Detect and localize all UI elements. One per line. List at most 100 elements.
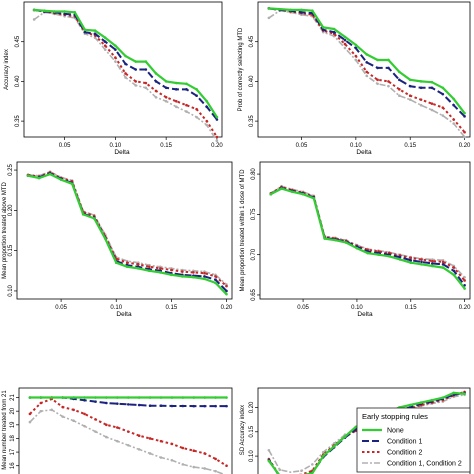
y-tick-label: 19 — [10, 421, 16, 428]
data-point-condition-1-condition-2 — [148, 452, 152, 455]
data-point-condition-2 — [215, 135, 219, 139]
data-point-condition-1-condition-2 — [205, 123, 209, 127]
data-point-none — [136, 267, 140, 270]
data-point-condition-1 — [463, 115, 466, 118]
data-point-none — [312, 196, 316, 200]
data-point-none — [170, 273, 173, 277]
y-tick-label: 0.10 — [8, 284, 14, 296]
data-point-none — [398, 70, 401, 74]
plot-frame — [23, 1, 223, 138]
data-point-condition-2 — [159, 267, 162, 270]
data-point-none — [291, 190, 294, 194]
legend-label-none: None — [387, 428, 404, 435]
data-point-condition-1-condition-2 — [94, 430, 97, 433]
data-point-none — [355, 246, 359, 250]
data-point-condition-1-condition-2 — [214, 469, 217, 473]
legend-label-condition-1-condition-2: Condition 1, Condition 2 — [387, 461, 462, 468]
data-point-none — [267, 459, 271, 463]
data-point-condition-2 — [463, 279, 466, 282]
data-point-condition-1 — [181, 404, 185, 408]
data-point-condition-1 — [114, 48, 117, 51]
x-tick-label: 0.10 — [351, 305, 363, 311]
series-line-condition-2 — [27, 171, 228, 287]
y-axis-label: Accuracy index — [4, 49, 10, 90]
data-point-condition-1-condition-2 — [50, 408, 54, 412]
data-point-none — [126, 396, 130, 399]
data-point-none — [192, 396, 196, 399]
data-point-condition-1 — [441, 263, 445, 266]
data-point-condition-1-condition-2 — [332, 442, 336, 445]
x-axis-label: Delta — [114, 149, 130, 156]
data-point-condition-2 — [205, 119, 209, 123]
data-point-none — [93, 29, 97, 32]
data-point-none — [159, 271, 162, 274]
data-point-none — [377, 253, 380, 256]
data-point-none — [441, 396, 445, 400]
data-point-condition-1 — [408, 84, 412, 88]
data-point-condition-2 — [154, 89, 158, 93]
y-tick-label: 0.20 — [8, 204, 14, 216]
legend-label-condition-1: Condition 1 — [387, 439, 423, 446]
data-point-condition-1 — [430, 86, 434, 90]
data-point-condition-1 — [376, 66, 379, 70]
data-point-condition-1 — [137, 403, 141, 407]
data-point-none — [280, 187, 283, 190]
data-point-condition-1 — [124, 62, 127, 66]
y-tick-label: 0.80 — [251, 168, 257, 180]
data-point-condition-1 — [175, 88, 178, 91]
legend-label-condition-2: Condition 2 — [387, 450, 423, 457]
data-point-condition-1-condition-2 — [114, 60, 117, 63]
data-point-none — [278, 7, 282, 11]
data-point-condition-1-condition-2 — [311, 463, 314, 466]
data-point-condition-2 — [225, 464, 228, 468]
panel-middle-left: 0.05 0.10 0.15 0.20 0.10 0.15 0.20 0.25 Delta Mea… — [2, 161, 233, 318]
data-point-condition-1-condition-2 — [32, 18, 36, 21]
x-tick-label: 0.05 — [297, 305, 309, 311]
data-point-none — [205, 99, 209, 103]
data-point-condition-2 — [354, 54, 358, 58]
data-point-condition-1 — [343, 38, 347, 42]
data-point-condition-2 — [203, 271, 206, 275]
data-point-condition-1 — [170, 404, 174, 408]
data-point-condition-2 — [28, 412, 32, 416]
data-point-condition-1-condition-2 — [463, 135, 466, 139]
panel-middle-right: 0.05 0.10 0.15 0.20 0.65 0.70 0.75 0.80 Delta Mea… — [240, 161, 471, 318]
x-tick-label: 0.20 — [459, 305, 471, 311]
data-point-none — [148, 396, 152, 399]
data-point-condition-1 — [452, 103, 455, 107]
data-point-condition-1 — [134, 68, 137, 71]
data-point-none — [144, 60, 148, 63]
data-point-condition-1-condition-2 — [419, 103, 423, 107]
data-point-condition-1-condition-2 — [452, 122, 455, 125]
data-point-condition-1 — [419, 86, 423, 90]
x-tick-label: 0.05 — [55, 305, 67, 311]
x-axis-label: Delta — [357, 311, 373, 318]
data-point-condition-1 — [409, 259, 413, 262]
series-line-condition-1-condition-2 — [29, 409, 226, 474]
data-point-condition-1-condition-2 — [83, 424, 86, 428]
y-tick-label: 0.75 — [251, 208, 257, 220]
data-point-condition-1-condition-2 — [398, 94, 401, 98]
y-tick-label: 0.70 — [251, 248, 257, 260]
data-point-condition-1 — [398, 78, 401, 82]
data-point-none — [366, 251, 369, 255]
data-point-condition-2 — [126, 430, 130, 433]
data-point-none — [269, 192, 273, 196]
x-axis-label: Delta — [116, 311, 132, 318]
data-point-condition-2 — [420, 258, 423, 261]
data-point-condition-1 — [441, 92, 445, 96]
data-point-condition-2 — [159, 439, 163, 443]
data-point-none — [37, 176, 41, 180]
data-point-condition-1-condition-2 — [203, 467, 206, 470]
data-point-none — [441, 86, 445, 90]
data-point-none — [28, 396, 32, 399]
data-point-none — [311, 9, 314, 13]
data-point-condition-2 — [409, 256, 413, 260]
data-point-condition-2 — [452, 118, 455, 121]
y-tick-label: 20 — [10, 407, 16, 414]
data-point-condition-2 — [175, 99, 178, 103]
data-point-condition-2 — [398, 88, 401, 91]
data-point-condition-1-condition-2 — [170, 458, 174, 462]
data-point-condition-2 — [419, 98, 423, 101]
data-point-none — [463, 392, 466, 396]
